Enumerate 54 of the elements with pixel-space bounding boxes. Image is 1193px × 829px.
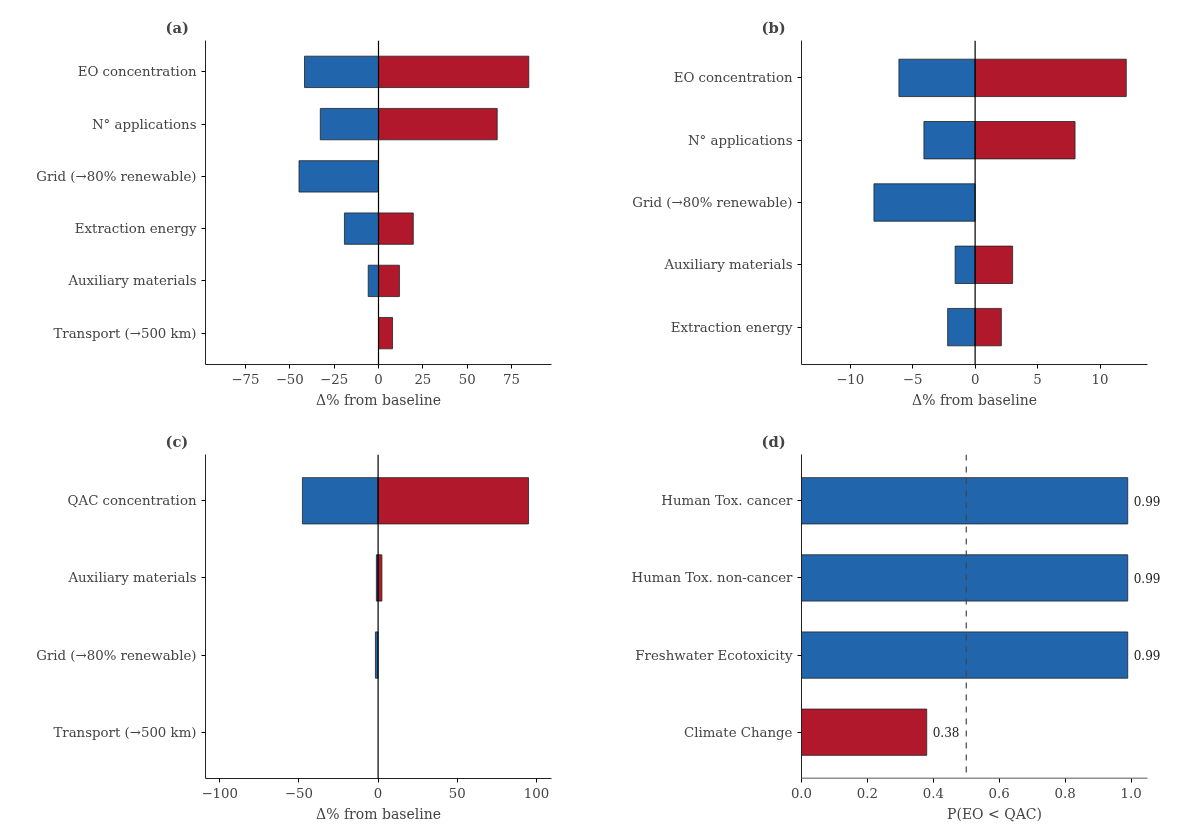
y-tick-label: Extraction energy: [670, 319, 793, 335]
y-tick-label: Grid (→80% renewable): [36, 647, 197, 663]
chart-title: (b): [761, 18, 786, 36]
x-tick-label: 50: [448, 785, 466, 801]
data-label: 0.38: [932, 726, 960, 741]
y-tick-label: Grid (→80% renewable): [36, 168, 197, 184]
x-tick-label: −10: [836, 371, 865, 387]
y-tick-label: Extraction energy: [74, 221, 197, 237]
x-tick-label: 0: [373, 785, 383, 801]
data-label: 0.99: [1133, 649, 1161, 664]
x-tick-label: −50: [284, 785, 314, 801]
y-tick-label: Human Tox. cancer: [661, 493, 794, 509]
x-tick-label: 50: [458, 371, 476, 387]
x-tick-label: 0: [970, 371, 980, 387]
x-tick-label: 100: [523, 785, 550, 801]
chart-title: (a): [165, 18, 189, 36]
y-tick-label: EO concentration: [673, 70, 793, 86]
x-tick-label: −100: [201, 785, 239, 801]
x-axis-title: Δ% from baseline: [316, 805, 441, 822]
y-tick-label: QAC concentration: [67, 493, 197, 509]
x-tick-label: −5: [902, 371, 923, 387]
x-tick-label: −50: [275, 371, 304, 387]
y-tick-label: Climate Change: [683, 724, 793, 740]
x-axis-title: Δ% from baseline: [316, 391, 441, 408]
chart-title: (d): [761, 432, 786, 450]
y-tick-label: N° applications: [687, 132, 793, 148]
y-tick-label: Grid (→80% renewable): [632, 195, 793, 210]
x-tick-label: −25: [320, 371, 349, 387]
y-tick-label: Auxiliary materials: [67, 570, 197, 586]
x-tick-label: 75: [503, 371, 521, 387]
x-tick-label: 5: [1033, 371, 1042, 387]
x-tick-label: 0.2: [856, 785, 879, 801]
x-axis-title: Δ% from baseline: [912, 391, 1037, 408]
x-tick-label: 0.4: [922, 785, 944, 801]
y-tick-label: Auxiliary materials: [663, 257, 793, 273]
data-label: 0.99: [1133, 571, 1161, 586]
y-tick-label: Auxiliary materials: [67, 273, 197, 289]
x-tick-label: 25: [414, 371, 432, 387]
x-tick-label: 10: [1091, 371, 1109, 387]
y-tick-label: Human Tox. non-cancer: [631, 570, 794, 586]
y-tick-label: N° applications: [91, 116, 197, 132]
x-axis-title: P(EO < QAC): [947, 805, 1042, 822]
x-tick-label: 0.8: [1054, 785, 1076, 801]
x-tick-label: 1.0: [1120, 785, 1142, 801]
y-tick-label: Transport (→500 km): [53, 724, 197, 740]
x-tick-label: 0: [374, 371, 383, 387]
x-tick-label: 0.6: [988, 785, 1010, 801]
y-tick-label: Transport (→500 km): [53, 325, 197, 341]
data-label: 0.99: [1133, 494, 1161, 509]
y-tick-label: EO concentration: [77, 64, 197, 80]
x-tick-label: 0.0: [790, 785, 813, 801]
x-tick-label: −75: [231, 371, 260, 387]
y-tick-label: Freshwater Ecotoxicity: [635, 647, 793, 663]
chart-title: (c): [165, 432, 189, 450]
